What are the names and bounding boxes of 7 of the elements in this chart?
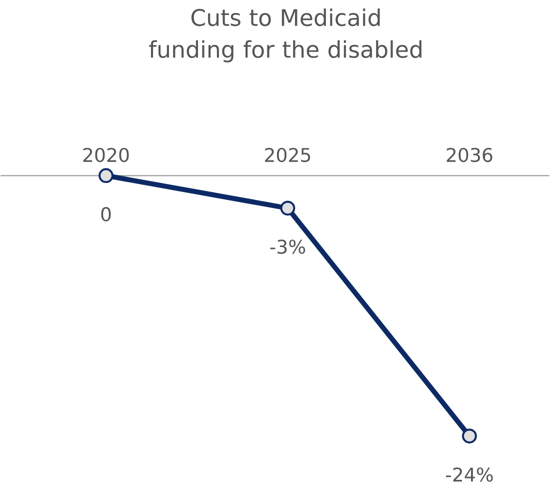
x-tick-label: 2025 xyxy=(265,148,310,162)
chart-title: Cuts to Medicaid funding for the disabled xyxy=(149,8,422,62)
data-label: 0 xyxy=(101,207,111,222)
data-label: -24% xyxy=(446,468,493,482)
x-tick-label: 2020 xyxy=(83,148,129,162)
data-label: -3% xyxy=(270,240,306,254)
x-tick-label: 2036 xyxy=(446,148,492,162)
